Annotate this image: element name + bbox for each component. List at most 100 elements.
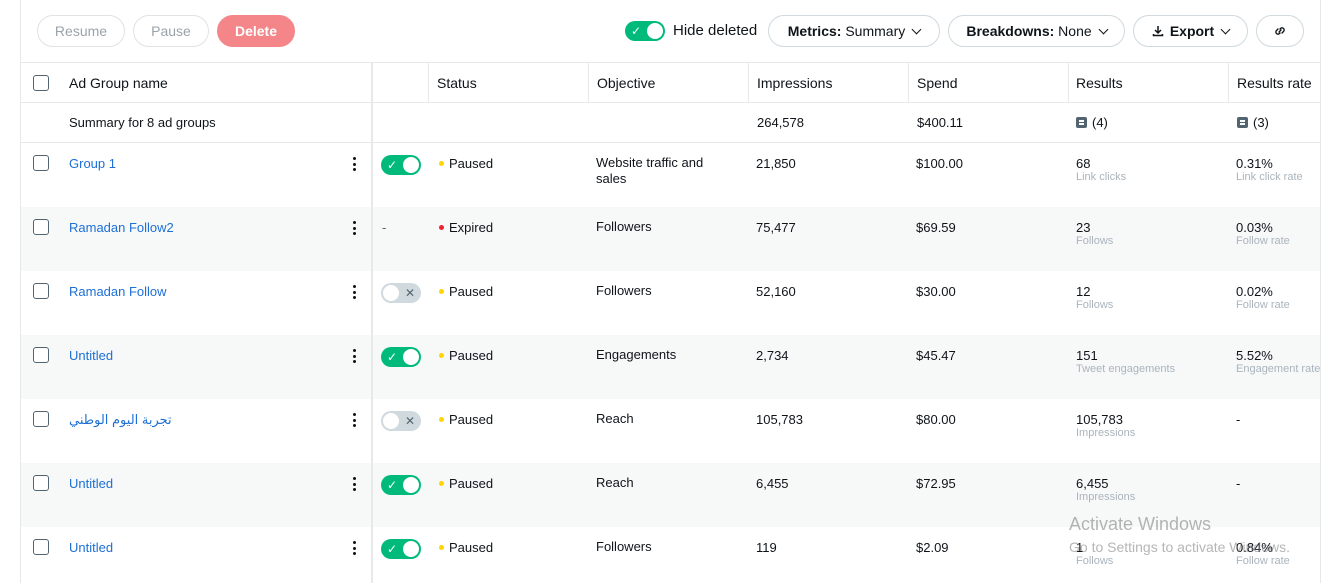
- results-rate-type: Follow rate: [1236, 555, 1290, 567]
- more-options-icon[interactable]: [352, 413, 356, 427]
- results-type: Follows: [1076, 299, 1114, 311]
- check-icon: ✓: [630, 24, 642, 38]
- column-divider: [1068, 62, 1069, 102]
- pause-button[interactable]: Pause: [133, 15, 209, 47]
- column-header-spend[interactable]: Spend: [917, 75, 958, 91]
- status-badge: Paused: [439, 476, 493, 491]
- select-all-checkbox[interactable]: [33, 75, 49, 91]
- table-right-border: [1320, 0, 1321, 583]
- more-options-icon[interactable]: [352, 285, 356, 299]
- objective-cell: Followers: [596, 539, 652, 554]
- row-stripe: [21, 463, 1320, 527]
- objective-cell: Followers: [596, 283, 652, 298]
- status-badge: Paused: [439, 156, 493, 171]
- objective-cell: Reach: [596, 411, 634, 426]
- impressions-cell: 52,160: [756, 284, 796, 299]
- ad-group-toggle[interactable]: ✓: [381, 155, 421, 175]
- row-checkbox[interactable]: [33, 219, 49, 235]
- column-divider: [748, 62, 749, 102]
- table-top-border: [20, 62, 1320, 63]
- breakdowns-dropdown[interactable]: Breakdowns: None: [948, 15, 1125, 47]
- hide-deleted-toggle[interactable]: ✓: [625, 21, 665, 41]
- impressions-cell: 119: [756, 540, 777, 555]
- ad-group-name-link[interactable]: تجربة اليوم الوطني: [69, 412, 172, 427]
- row-checkbox[interactable]: [33, 283, 49, 299]
- status-dot: [439, 289, 444, 295]
- activation-watermark-title: Activate Windows: [1069, 514, 1212, 534]
- column-header-impressions[interactable]: Impressions: [757, 75, 833, 91]
- more-options-icon[interactable]: [352, 541, 356, 555]
- row-checkbox[interactable]: [33, 539, 49, 555]
- summary-impressions: 264,578: [757, 115, 804, 130]
- ad-group-toggle[interactable]: ✓: [381, 347, 421, 367]
- row-checkbox[interactable]: [33, 347, 49, 363]
- check-icon: ✓: [386, 478, 398, 492]
- impressions-cell: 21,850: [756, 156, 796, 171]
- row-stripe: [21, 207, 1320, 271]
- toggle-knob: [403, 157, 419, 173]
- status-dot: [439, 225, 444, 231]
- ad-group-name-link[interactable]: Ramadan Follow2: [69, 220, 174, 235]
- results-cell: 151: [1076, 348, 1098, 363]
- x-icon: ✕: [404, 414, 416, 428]
- results-rate-cell: 0.84%: [1236, 540, 1273, 555]
- ad-group-toggle[interactable]: ✕: [381, 411, 421, 431]
- more-options-icon[interactable]: [352, 349, 356, 363]
- status-badge: Paused: [439, 412, 493, 427]
- more-options-icon[interactable]: [352, 221, 356, 235]
- row-checkbox[interactable]: [33, 475, 49, 491]
- results-rate-type: Follow rate: [1236, 235, 1290, 247]
- results-rate-type: Follow rate: [1236, 299, 1290, 311]
- breakdowns-value: None: [1058, 23, 1092, 39]
- results-cell: 6,455: [1076, 476, 1109, 491]
- row-stripe: [21, 335, 1320, 399]
- column-header-status[interactable]: Status: [437, 75, 477, 91]
- header-bottom-border: [20, 102, 1320, 103]
- ad-group-name-link[interactable]: Ramadan Follow: [69, 284, 167, 299]
- copy-link-button[interactable]: [1256, 15, 1304, 47]
- resume-button[interactable]: Resume: [37, 15, 125, 47]
- summary-bottom-border: [20, 142, 1320, 143]
- more-options-icon[interactable]: [352, 157, 356, 171]
- column-header-objective[interactable]: Objective: [597, 75, 656, 91]
- results-type: Impressions: [1076, 427, 1136, 439]
- export-label: Export: [1169, 23, 1215, 39]
- toggle-knob: [403, 541, 419, 557]
- row-checkbox[interactable]: [33, 411, 49, 427]
- metrics-dropdown[interactable]: Metrics: Summary: [768, 15, 940, 47]
- toggle-knob: [383, 285, 399, 301]
- ad-group-toggle[interactable]: ✓: [381, 475, 421, 495]
- column-divider: [1228, 62, 1229, 102]
- results-rate-type: Link click rate: [1236, 171, 1303, 183]
- status-dot: [439, 481, 444, 487]
- column-header-name[interactable]: Ad Group name: [69, 75, 168, 91]
- ad-group-toggle[interactable]: ✓: [381, 539, 421, 559]
- toggle-knob: [647, 23, 663, 39]
- status-dot: [439, 417, 444, 423]
- results-type: Impressions: [1076, 491, 1136, 503]
- column-header-results-rate[interactable]: Results rate: [1237, 75, 1312, 91]
- chevron-down-icon: [1098, 24, 1109, 34]
- spend-cell: $69.59: [916, 220, 956, 235]
- impressions-cell: 75,477: [756, 220, 796, 235]
- export-button[interactable]: Export: [1133, 15, 1248, 47]
- status-text: Paused: [449, 540, 494, 555]
- ad-group-toggle[interactable]: ✕: [381, 283, 421, 303]
- chevron-down-icon: [1220, 24, 1231, 34]
- column-divider: [908, 62, 909, 102]
- objective-cell: Website traffic and sales: [596, 155, 704, 186]
- column-header-results[interactable]: Results: [1076, 75, 1123, 91]
- delete-button[interactable]: Delete: [217, 15, 295, 47]
- status-dot: [439, 161, 444, 167]
- status-text: Paused: [449, 284, 494, 299]
- ad-group-name-link[interactable]: Untitled: [69, 540, 114, 555]
- more-options-icon[interactable]: [352, 477, 356, 491]
- ad-group-name-link[interactable]: Untitled: [69, 348, 114, 363]
- toggle-placeholder: -: [382, 220, 387, 235]
- ad-group-name-link[interactable]: Untitled: [69, 476, 114, 491]
- row-checkbox[interactable]: [33, 155, 49, 171]
- status-dot: [439, 545, 444, 551]
- status-dot: [439, 353, 444, 359]
- results-cell: 12: [1076, 284, 1091, 299]
- ad-group-name-link[interactable]: Group 1: [69, 156, 116, 171]
